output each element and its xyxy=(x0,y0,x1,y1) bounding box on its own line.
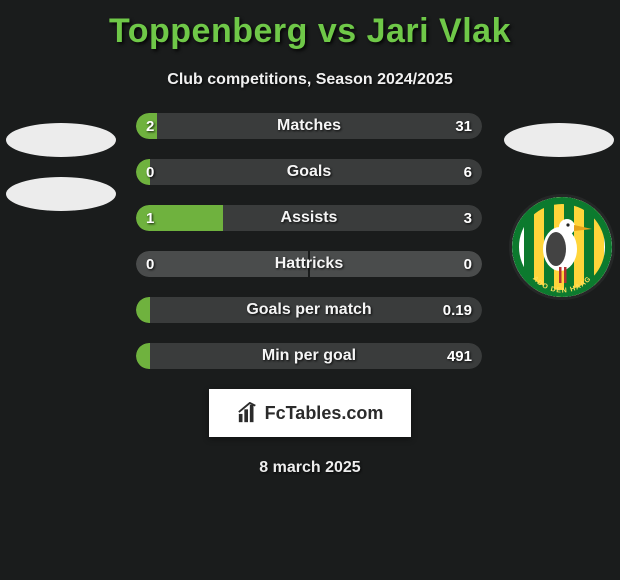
comparison-arena: ADO DEN HAAG 2Matches31 0Goals6 1Assists3 0… xyxy=(0,113,620,369)
bar-fill-left xyxy=(136,159,150,185)
bar-fill-left xyxy=(136,297,150,323)
bar-fill-right xyxy=(150,297,482,323)
bar-fill-left xyxy=(136,205,223,231)
stat-row: 0Hattricks0 xyxy=(136,251,482,277)
brand-text: FcTables.com xyxy=(265,403,384,424)
bars-icon xyxy=(237,402,259,424)
stat-row: 2Matches31 xyxy=(136,113,482,139)
stat-row: Min per goal491 xyxy=(136,343,482,369)
stat-bars: 2Matches31 0Goals6 1Assists3 0Hattricks0 Goa… xyxy=(136,113,482,369)
bar-fill-left xyxy=(136,251,309,277)
subtitle: Club competitions, Season 2024/2025 xyxy=(0,71,620,89)
club-crest-right: ADO DEN HAAG xyxy=(512,197,612,297)
player-right-avatar-1 xyxy=(504,123,614,157)
bar-fill-right xyxy=(157,113,482,139)
brand-badge[interactable]: FcTables.com xyxy=(209,389,411,437)
stat-row: 1Assists3 xyxy=(136,205,482,231)
bar-fill-left xyxy=(136,343,150,369)
bar-fill-right xyxy=(150,159,482,185)
bar-fill-right xyxy=(309,251,482,277)
player-left-avatar-1 xyxy=(6,123,116,157)
stat-row: Goals per match0.19 xyxy=(136,297,482,323)
bar-fill-left xyxy=(136,113,157,139)
player-left-avatar-2 xyxy=(6,177,116,211)
page-title: Toppenberg vs Jari Vlak xyxy=(0,0,620,51)
stat-row: 0Goals6 xyxy=(136,159,482,185)
date-text: 8 march 2025 xyxy=(0,459,620,477)
bar-fill-right xyxy=(150,343,482,369)
bar-fill-right xyxy=(223,205,483,231)
